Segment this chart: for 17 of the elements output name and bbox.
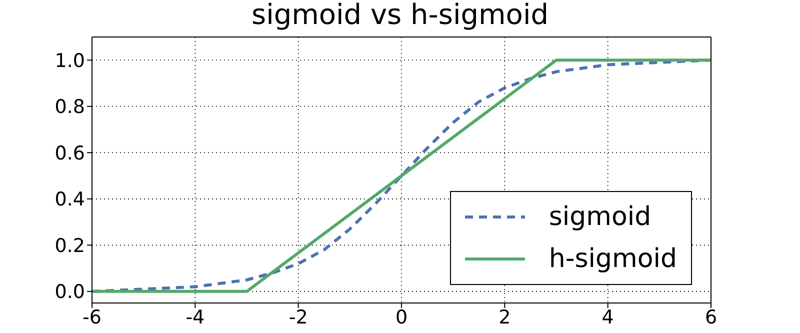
x-tick-label: -2 (288, 306, 308, 328)
y-tick-label: 0.0 (54, 281, 85, 304)
y-tick-label: 0.6 (54, 142, 85, 164)
x-tick-label: 2 (498, 306, 511, 328)
y-tick-label: 0.2 (54, 234, 85, 257)
x-tick-label: -6 (82, 306, 102, 328)
y-tick-label: 0.4 (54, 188, 85, 211)
x-tick-label: 4 (602, 306, 614, 328)
x-tick-label: 6 (704, 306, 718, 328)
legend-label: h-sigmoid (548, 244, 677, 274)
legend-label: sigmoid (548, 202, 652, 232)
x-tick-label: 0 (395, 306, 408, 328)
y-tick-label: 0.8 (54, 96, 85, 118)
y-tick-label: 1.0 (54, 50, 85, 72)
x-tick-label: -4 (186, 306, 205, 328)
line-series (92, 58, 711, 293)
chart-title: sigmoid vs h-sigmoid (250, 0, 550, 31)
